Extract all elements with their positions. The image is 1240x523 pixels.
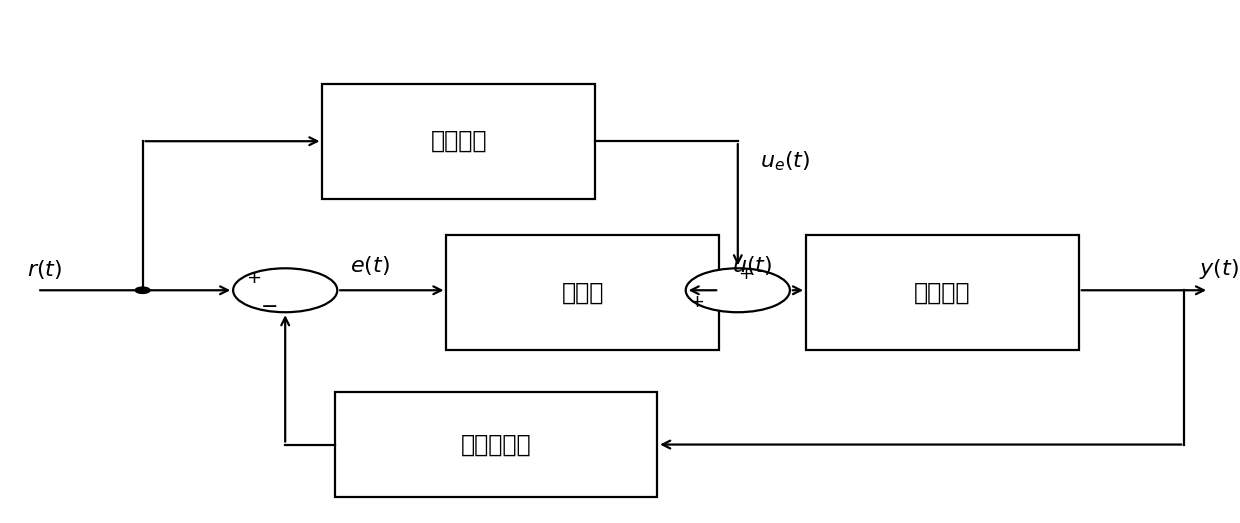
Text: 前馈模型: 前馈模型: [430, 129, 487, 153]
Text: +: +: [688, 293, 703, 311]
Bar: [335, 392, 657, 497]
Bar: [806, 235, 1079, 350]
Text: +: +: [738, 265, 753, 283]
Text: 控制器: 控制器: [562, 281, 604, 305]
Circle shape: [686, 268, 790, 312]
Text: $r(t)$: $r(t)$: [27, 258, 62, 281]
Bar: [446, 235, 719, 350]
Text: $y(t)$: $y(t)$: [1199, 257, 1239, 281]
Circle shape: [135, 287, 150, 293]
Text: 被控对象: 被控对象: [914, 281, 971, 305]
Text: −: −: [260, 297, 278, 317]
Text: $u_e(t)$: $u_e(t)$: [760, 149, 811, 173]
Text: 位移传感器: 位移传感器: [461, 433, 531, 457]
Text: +: +: [247, 269, 262, 287]
Circle shape: [233, 268, 337, 312]
Text: $e(t)$: $e(t)$: [350, 254, 389, 277]
Text: $u(t)$: $u(t)$: [732, 254, 771, 277]
Bar: [322, 84, 595, 199]
